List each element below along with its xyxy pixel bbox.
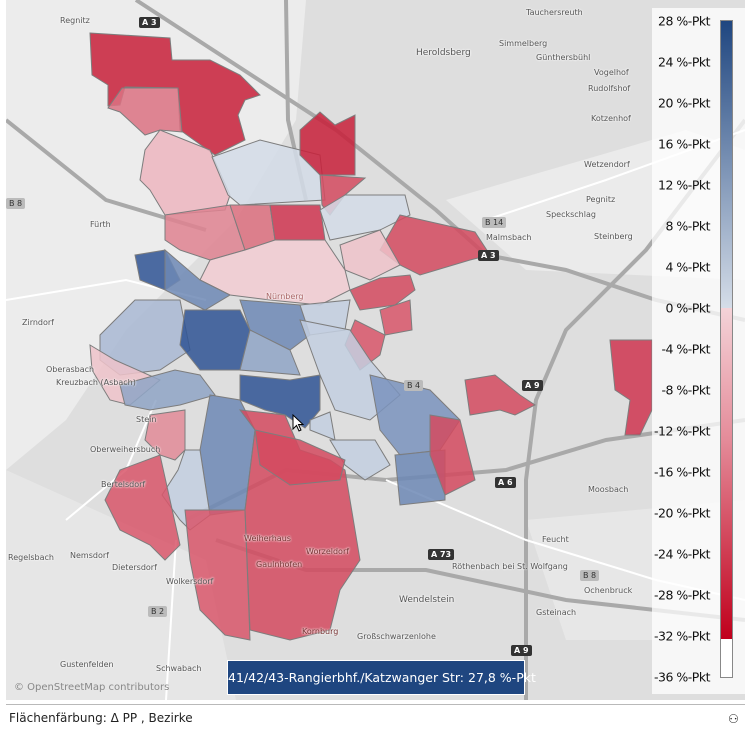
district xyxy=(464,374,536,416)
place-label: Pegnitz xyxy=(586,195,616,204)
road-shield: A 73 xyxy=(428,549,455,560)
district xyxy=(349,274,416,311)
place-label: Malmsbach xyxy=(486,233,532,242)
place-label: Oberasbach xyxy=(46,365,95,374)
place-label: Dietersdorf xyxy=(112,563,157,572)
legend-tick-label: 20 %-Pkt xyxy=(658,95,710,111)
road-shield: B 4 xyxy=(404,380,424,391)
road-shield: A 3 xyxy=(478,250,499,261)
place-label: Gustenfelden xyxy=(60,660,114,669)
place-label: Regnitz xyxy=(60,16,90,25)
district xyxy=(429,414,476,496)
place-label: Großschwarzenlohe xyxy=(357,632,436,641)
legend-tick-label: 4 %-Pkt xyxy=(665,259,711,275)
place-label: Steinberg xyxy=(594,232,633,241)
place-label: Tauchersreuth xyxy=(526,8,583,17)
district xyxy=(119,369,216,411)
district xyxy=(239,329,301,376)
divider xyxy=(6,704,745,705)
place-label: Moosbach xyxy=(588,485,629,494)
road-shield: A 6 xyxy=(495,477,516,488)
district xyxy=(254,429,346,486)
place-label: Röthenbach bei St. Wolfgang xyxy=(452,562,568,571)
place-label: Ochenbruck xyxy=(584,586,633,595)
legend-tick-label: 28 %-Pkt xyxy=(658,13,710,29)
place-label: Gsteinach xyxy=(536,608,577,617)
district xyxy=(239,374,321,429)
legend-color-bar xyxy=(720,20,733,678)
road-shield: B 8 xyxy=(6,198,26,209)
choropleth-map[interactable]: Regnitz Fürth Zirndorf Nürnberg Tauchers… xyxy=(6,0,745,700)
place-label: Bertelsdorf xyxy=(101,480,146,489)
road-shield: B 2 xyxy=(148,606,168,617)
place-label: Worzeldorf xyxy=(306,547,350,556)
mouse-cursor-icon xyxy=(292,414,305,432)
road-shield: A 9 xyxy=(511,645,532,656)
place-label: Schwabach xyxy=(156,664,202,673)
place-label: Wendelstein xyxy=(399,595,455,605)
place-label: Kotzenhof xyxy=(591,114,631,123)
legend-tick-label: -36 %-Pkt xyxy=(654,669,710,685)
place-label: Kornburg xyxy=(302,627,339,636)
place-label: Stein xyxy=(136,415,157,424)
place-label: Nürnberg xyxy=(266,292,304,301)
place-label: Speckschlag xyxy=(546,210,596,219)
place-label: Nemsdorf xyxy=(70,551,109,560)
district xyxy=(269,204,326,241)
district xyxy=(379,299,413,336)
place-label: Wolkersdorf xyxy=(166,577,214,586)
place-label: Simmelberg xyxy=(499,39,548,48)
legend-tick-label: 8 %-Pkt xyxy=(665,218,711,234)
legend-tick-label: -12 %-Pkt xyxy=(654,423,710,439)
place-label: Vogelhof xyxy=(594,68,629,77)
place-label: Regelsbach xyxy=(8,553,54,562)
legend-tick-label: -32 %-Pkt xyxy=(654,628,710,644)
road-shield: A 9 xyxy=(522,380,543,391)
district xyxy=(89,32,261,156)
place-label: Gaulnhofen xyxy=(256,560,303,569)
place-label: Günthersbühl xyxy=(536,53,591,62)
legend-tick-label: -8 %-Pkt xyxy=(661,382,710,398)
district-tooltip: 41/42/43-Rangierbhf./Katzwanger Str: 27,… xyxy=(227,660,536,695)
legend-tick-label: -24 %-Pkt xyxy=(654,546,710,562)
legend-tick-label: 12 %-Pkt xyxy=(658,177,710,193)
place-label: Rudolfshof xyxy=(588,84,631,93)
district xyxy=(609,339,653,436)
districts[interactable] xyxy=(89,32,653,641)
road-shield: A 3 xyxy=(139,17,160,28)
legend-tick-label: 24 %-Pkt xyxy=(658,54,710,70)
place-label: Heroldsberg xyxy=(416,48,471,58)
place-label: Zirndorf xyxy=(22,318,54,327)
place-label: Feucht xyxy=(542,535,569,544)
district xyxy=(144,409,186,461)
place-label: Kreuzbach (Asbach) xyxy=(56,378,136,387)
place-label: Fürth xyxy=(90,220,111,229)
legend-gradient-fill xyxy=(721,21,732,640)
color-legend: 28 %-Pkt 24 %-Pkt 20 %-Pkt 16 %-Pkt 12 %-Pkt… xyxy=(652,8,745,694)
place-label: Oberweihersbuch xyxy=(90,445,161,454)
legend-tick-label: -16 %-Pkt xyxy=(654,464,710,480)
legend-tick-label: -4 %-Pkt xyxy=(661,341,710,357)
district xyxy=(179,309,251,371)
map-attribution[interactable]: © OpenStreetMap contributors xyxy=(14,682,170,693)
coloring-caption: Flächenfärbung: Δ PP , Bezirke xyxy=(9,711,193,725)
legend-tick-label: -28 %-Pkt xyxy=(654,587,710,603)
person-tag-icon[interactable]: ⚇ xyxy=(728,712,739,726)
legend-tick-label: 16 %-Pkt xyxy=(658,136,710,152)
legend-tick-label: 0 %-Pkt xyxy=(665,300,711,316)
district xyxy=(394,449,446,506)
district xyxy=(107,87,183,136)
road-shield: B 8 xyxy=(580,570,600,581)
district xyxy=(104,454,181,561)
district xyxy=(339,229,401,281)
place-label: Weiherhaus xyxy=(244,534,291,543)
district xyxy=(299,111,356,176)
road-shield: B 14 xyxy=(482,217,507,228)
district xyxy=(319,194,411,241)
district xyxy=(239,299,311,351)
place-label: Wetzendorf xyxy=(584,160,630,169)
legend-tick-label: -20 %-Pkt xyxy=(654,505,710,521)
map-canvas[interactable] xyxy=(6,0,745,700)
